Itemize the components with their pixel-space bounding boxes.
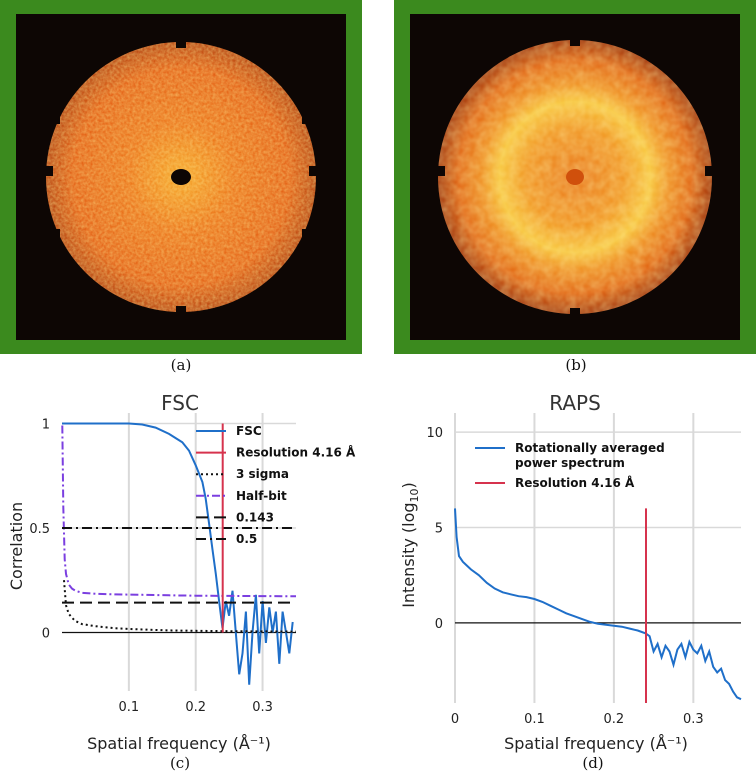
fsc-legend: FSC Resolution 4.16 Å 3 sigma Half-bit 0.143… [196,424,356,546]
raps-ytick-label: 0 [435,617,443,632]
fsc-title: FSC [161,391,199,415]
raps-ytick-label: 10 [426,426,443,441]
reconstruction-map-smooth [410,14,740,340]
fsc-chart: FSC 0.1 0.2 0.3 0 0.5 1 Spatial frequency (Å⁻… [7,391,356,753]
raps-xtick-label: 0.1 [524,712,545,727]
panel-a-caption: (a) [170,356,192,374]
panel-a-image [0,0,362,354]
fsc-xtick-label: 0.2 [185,700,206,715]
panel-b-caption: (b) [565,356,587,374]
panel-c-caption: (c) [169,754,191,772]
fsc-legend-label: Half-bit [236,489,287,503]
raps-title: RAPS [549,391,601,415]
fsc-legend-label: 3 sigma [236,467,289,481]
fsc-xtick-label: 0.1 [119,700,140,715]
fsc-xtick-label: 0.3 [252,700,273,715]
raps-legend-label: Resolution 4.16 Å [515,475,635,490]
raps-series-raps [454,508,742,701]
raps-legend-label: power spectrum [515,456,625,470]
fsc-ylabel: Correlation [7,502,26,590]
raps-ytick-label: 5 [435,521,443,536]
fsc-legend-label: FSC [236,424,262,438]
fsc-xlabel: Spatial frequency (Å⁻¹) [87,734,271,753]
raps-chart: RAPS 0 0.1 0.2 0.3 0 5 10 Spatial frequency (Å… [399,391,742,753]
fsc-legend-label: Resolution 4.16 Å [236,445,356,460]
fsc-legend-label: 0.143 [236,510,274,524]
fsc-series-half-bit [61,425,297,598]
panel-b-image [394,0,756,354]
fsc-ytick-label: 1 [42,417,50,432]
reconstruction-map-sharp [16,14,346,340]
raps-xlabel: Spatial frequency (Å⁻¹) [504,734,688,753]
raps-xtick-label: 0.3 [683,712,704,727]
fsc-ytick-label: 0.5 [29,522,50,537]
raps-xtick-label: 0 [451,712,459,727]
panel-d-caption: (d) [582,754,604,772]
raps-ylabel-close: ) [399,482,418,488]
raps-ylabel-subscript: 10 [408,488,421,502]
fsc-legend-label: 0.5 [236,532,257,546]
raps-legend-label: Rotationally averaged [515,441,665,455]
raps-xtick-label: 0.2 [604,712,625,727]
fsc-series-fsc [62,422,294,685]
fsc-ytick-label: 0 [42,626,50,641]
raps-ylabel: Intensity (log10) [399,482,421,608]
